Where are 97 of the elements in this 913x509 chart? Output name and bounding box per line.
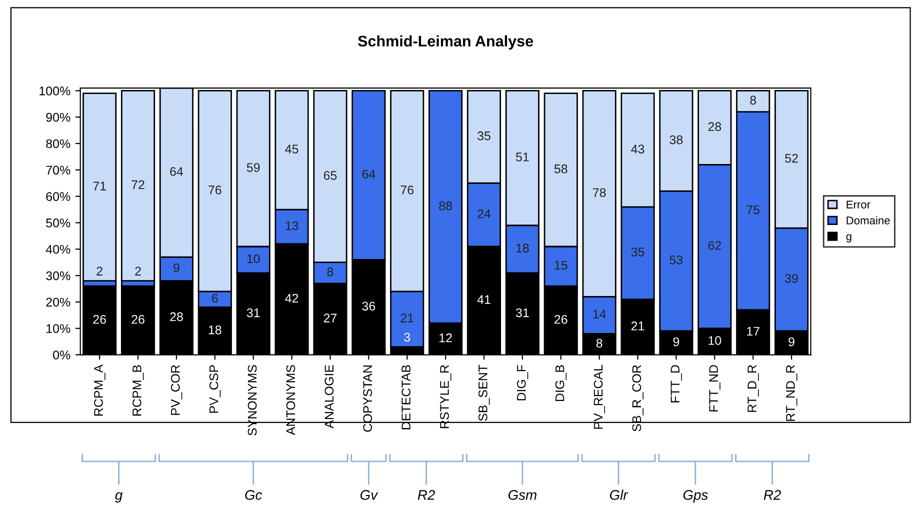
x-tick-label: RSTYLE_R <box>440 365 452 428</box>
x-tick-label: DIG_B <box>555 365 567 401</box>
data-label: 59 <box>246 163 260 172</box>
y-tick-label: 30% <box>46 271 70 280</box>
data-label: 9 <box>673 337 680 346</box>
x-tick-label: RCPM_A <box>94 364 106 416</box>
data-label: 53 <box>670 256 683 264</box>
text: R2 <box>764 490 781 500</box>
text: Gsm <box>508 490 536 500</box>
data-label: 31 <box>246 308 260 318</box>
data-label: 71 <box>93 182 106 190</box>
data-label: 43 <box>631 144 644 154</box>
data-label: 8 <box>596 338 602 348</box>
data-label: 18 <box>208 326 222 334</box>
x-tick-label: PV_CSP <box>209 365 221 413</box>
text: Glr <box>610 490 628 500</box>
x-tick-label: COPYSTAN <box>363 366 372 432</box>
y-tick-label: 60% <box>46 192 70 201</box>
data-label: 10 <box>708 336 722 345</box>
y-tick-label: 0% <box>53 350 70 360</box>
x-tick-label: ANALOGIE <box>324 365 334 428</box>
y-tick-label: 70% <box>46 166 70 175</box>
data-label: 8 <box>750 96 756 105</box>
data-label: 9 <box>788 337 794 346</box>
y-tick-label: 10% <box>46 324 70 334</box>
data-label: 26 <box>132 314 144 324</box>
x-tick-label: SB_R_COR <box>632 365 644 432</box>
data-label: 10 <box>247 254 260 264</box>
data-label: 38 <box>670 135 683 144</box>
x-tick-label: DETECTAB <box>402 365 410 430</box>
data-label: 64 <box>170 167 184 176</box>
data-label: 76 <box>208 186 222 194</box>
data-label: 51 <box>516 152 529 162</box>
data-label: 41 <box>477 295 490 304</box>
y-tick-label: 90% <box>46 112 70 122</box>
legend-label: Domaine <box>846 216 890 224</box>
y-tick-label: 100% <box>40 86 70 96</box>
text: R2 <box>418 490 435 500</box>
data-label: 21 <box>400 314 414 322</box>
data-label: 75 <box>746 205 760 214</box>
data-label: 27 <box>324 314 337 322</box>
data-label: 24 <box>478 209 491 218</box>
data-label: 88 <box>439 201 452 210</box>
data-label: 58 <box>554 164 568 174</box>
data-label: 64 <box>362 170 376 179</box>
x-tick-label: PV_RECAL <box>594 364 606 429</box>
text: Gc <box>245 490 262 500</box>
data-label: 42 <box>285 294 298 303</box>
data-label: 3 <box>404 332 410 342</box>
text: Gps <box>683 490 708 503</box>
x-tick-label: DIG_F <box>516 364 528 400</box>
data-label: 9 <box>174 263 180 272</box>
data-label: 31 <box>516 308 529 318</box>
y-tick-label: 80% <box>46 139 70 148</box>
text: g <box>114 492 123 503</box>
data-label: 28 <box>708 122 722 132</box>
x-tick-label: SB_SENT <box>478 364 490 421</box>
data-label: 13 <box>286 221 298 230</box>
data-label: 72 <box>132 180 144 189</box>
data-label: 18 <box>516 244 529 252</box>
y-tick-label: 20% <box>46 298 70 307</box>
data-label: 36 <box>362 302 376 311</box>
data-label: 26 <box>93 314 106 324</box>
data-label: 76 <box>400 186 414 194</box>
legend-label: Error <box>846 200 870 208</box>
data-label: 8 <box>327 267 334 276</box>
data-label: 78 <box>593 188 606 198</box>
data-label: 2 <box>96 266 102 276</box>
data-label: 12 <box>440 333 452 342</box>
data-label: 21 <box>631 322 644 330</box>
data-label: 45 <box>285 144 298 154</box>
data-label: 65 <box>324 171 337 180</box>
data-label: 35 <box>631 248 644 256</box>
data-label: 35 <box>478 131 490 140</box>
data-label: 62 <box>708 241 721 250</box>
data-label: 26 <box>554 314 568 324</box>
data-label: 17 <box>747 326 760 336</box>
data-label: 6 <box>212 294 218 303</box>
chart-title: Schmid-Leiman Analyse <box>358 35 534 50</box>
data-label: 2 <box>135 266 141 276</box>
x-tick-label: RT_ND_R <box>786 365 798 421</box>
data-label: 28 <box>170 312 183 322</box>
x-tick-label: ANTONYMS <box>286 365 296 436</box>
data-label: 52 <box>785 154 798 163</box>
x-tick-label: RT_D_R <box>748 365 759 412</box>
data-label: 15 <box>554 260 568 270</box>
x-tick-label: FTT_ND <box>709 365 720 412</box>
data-label: 14 <box>593 310 606 318</box>
y-tick-label: 40% <box>46 244 70 254</box>
x-tick-label: PV_COR <box>170 365 182 415</box>
y-tick-label: 50% <box>46 218 70 228</box>
x-tick-label: RCPM_B <box>132 365 144 416</box>
x-tick-label: SYNONYMS <box>248 365 257 436</box>
text: Gv <box>360 490 378 500</box>
data-label: 39 <box>785 274 798 283</box>
legend-label: g <box>846 234 852 243</box>
x-tick-label: FTT_D <box>670 365 682 402</box>
